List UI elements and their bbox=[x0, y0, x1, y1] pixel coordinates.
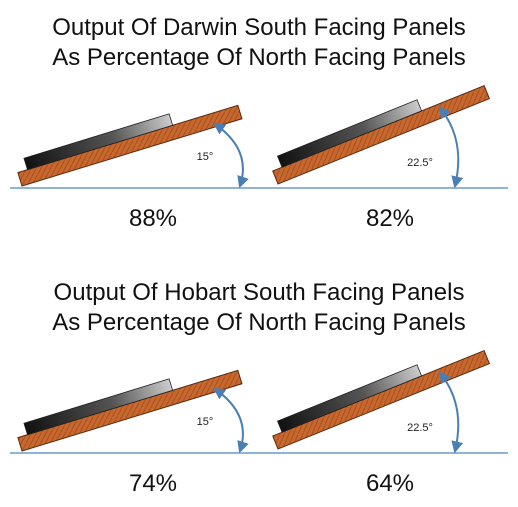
panel-assembly bbox=[17, 104, 243, 187]
title-line: As Percentage Of North Facing Panels bbox=[52, 309, 466, 336]
section: Output Of Darwin South Facing Panels As P… bbox=[10, 14, 508, 232]
angle-label: 15° bbox=[197, 151, 214, 163]
panel-assembly bbox=[272, 84, 491, 185]
angle-label: 15° bbox=[197, 416, 214, 428]
panel-assembly bbox=[17, 369, 243, 452]
angle-label: 22.5° bbox=[407, 157, 433, 169]
solar-panel bbox=[277, 99, 423, 168]
panel-assembly bbox=[272, 349, 491, 450]
angle-label: 22.5° bbox=[407, 422, 433, 434]
plank bbox=[17, 369, 243, 452]
plank bbox=[17, 104, 243, 187]
solar-panel bbox=[277, 364, 423, 433]
solar-panel bbox=[23, 378, 174, 436]
output-percentage: 88% bbox=[129, 205, 177, 232]
angle-arrow bbox=[438, 371, 464, 454]
output-percentage: 74% bbox=[129, 470, 177, 497]
title-line: Output Of Darwin South Facing Panels bbox=[52, 14, 466, 41]
section: Output Of Hobart South Facing Panels As P… bbox=[10, 279, 508, 497]
output-percentage: 64% bbox=[366, 470, 414, 497]
title-line: Output Of Hobart South Facing Panels bbox=[54, 279, 465, 306]
content: Output Of Darwin South Facing Panels As P… bbox=[10, 14, 508, 497]
angle-arrow bbox=[213, 387, 249, 454]
solar-panel bbox=[23, 113, 174, 171]
output-percentage: 82% bbox=[366, 205, 414, 232]
angle-arrow bbox=[213, 122, 249, 189]
angle-arrow bbox=[438, 106, 464, 189]
title-line: As Percentage Of North Facing Panels bbox=[52, 44, 466, 71]
